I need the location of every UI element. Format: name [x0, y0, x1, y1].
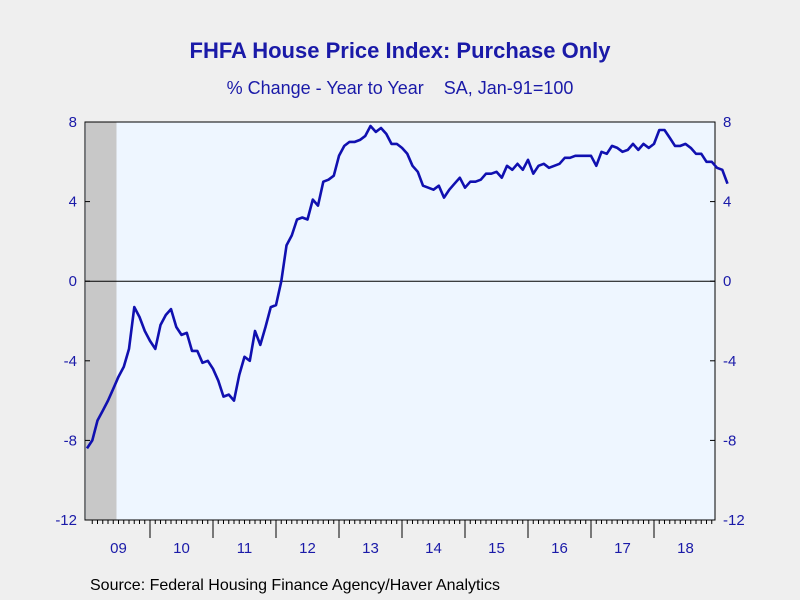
- x-tick-label: 14: [425, 540, 442, 557]
- y-tick-label-right: 8: [723, 114, 731, 131]
- recession-shading: [86, 122, 117, 520]
- chart-title: FHFA House Price Index: Purchase Only: [189, 38, 611, 63]
- y-tick-label-left: -8: [64, 432, 77, 449]
- x-tick-label: 18: [677, 540, 694, 557]
- x-tick-label: 17: [614, 540, 631, 557]
- plot-border: [84, 121, 716, 521]
- y-tick-label-right: -12: [723, 512, 745, 529]
- y-tick-label-left: 4: [69, 194, 77, 211]
- chart-subtitle: % Change - Year to Year SA, Jan-91=100: [226, 78, 574, 98]
- y-tick-label-left: -4: [64, 353, 77, 370]
- x-tick-label: 16: [551, 540, 568, 557]
- y-tick-label-right: 0: [723, 273, 731, 290]
- x-tick-label: 15: [488, 540, 505, 557]
- plot-area: [85, 122, 715, 520]
- series-line-0: [85, 124, 729, 450]
- x-tick-label: 09: [110, 540, 127, 557]
- source-note: Source: Federal Housing Finance Agency/H…: [90, 577, 500, 594]
- y-tick-label-left: 8: [69, 114, 77, 131]
- y-tick-label-right: -8: [723, 432, 736, 449]
- y-tick-label-right: -4: [723, 353, 736, 370]
- x-tick-label: 12: [299, 540, 316, 557]
- x-tick-label: 10: [173, 540, 190, 557]
- x-tick-label: 11: [237, 540, 253, 557]
- y-tick-label-right: 4: [723, 194, 731, 211]
- y-tick-label-left: -12: [55, 512, 77, 529]
- y-tick-label-left: 0: [69, 273, 77, 290]
- x-tick-label: 13: [362, 540, 379, 557]
